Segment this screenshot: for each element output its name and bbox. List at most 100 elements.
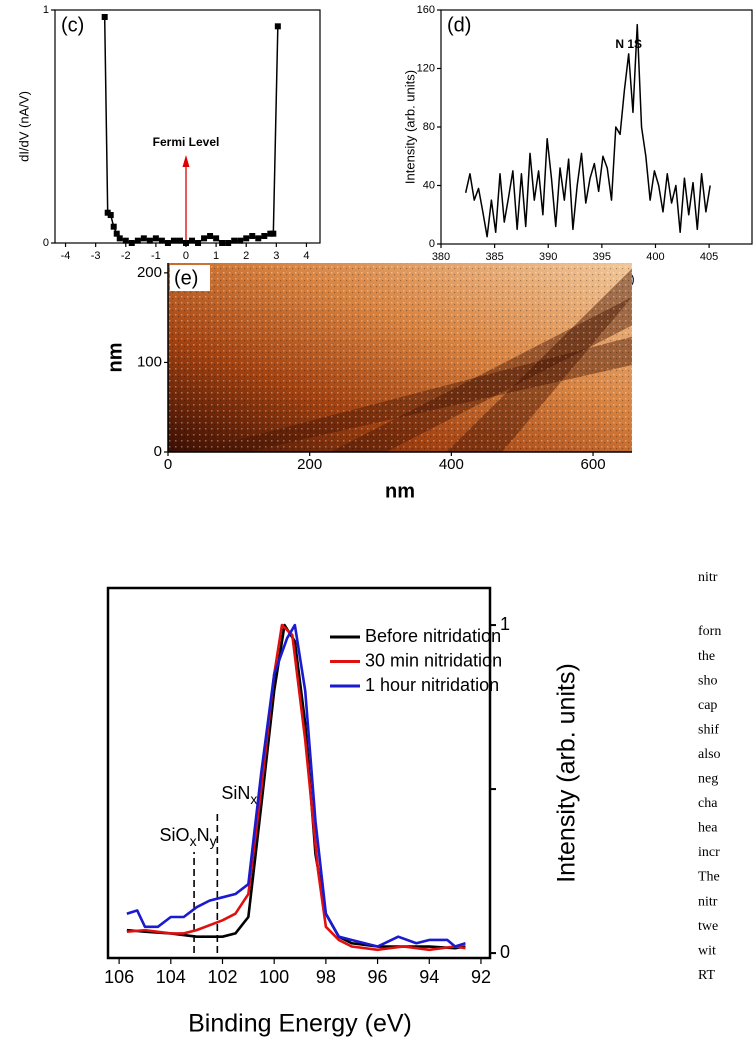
x-tick-label: 4	[303, 250, 309, 262]
body-text: RT	[698, 968, 715, 983]
data-point	[152, 235, 159, 242]
x-tick-label: -3	[91, 250, 101, 262]
data-point	[146, 237, 153, 244]
legend-label: Before nitridation	[365, 626, 501, 646]
x-tick-label: -4	[61, 250, 71, 262]
panel-label: (e)	[174, 267, 198, 289]
data-point	[104, 209, 111, 216]
body-text: The	[698, 870, 720, 885]
data-point	[207, 233, 214, 240]
body-text: incr	[698, 845, 720, 860]
x-tick-label: 100	[259, 967, 289, 987]
plot-frame	[106, 586, 492, 960]
series-line	[126, 623, 466, 948]
data-point	[261, 233, 268, 240]
annotation-sub: x	[190, 833, 197, 849]
x-axis-label: nm	[385, 480, 415, 502]
annotation-part: SiO	[160, 825, 190, 845]
y-tick-label: 0	[429, 238, 435, 250]
x-tick-label: 102	[207, 967, 237, 987]
chart-title: N 1S	[615, 37, 642, 51]
x-tick-label: 385	[485, 251, 503, 263]
data-point	[225, 240, 232, 246]
body-text: nitr	[698, 570, 718, 585]
x-tick-label: -2	[121, 250, 131, 262]
data-point	[255, 235, 262, 242]
annotation-part: N	[197, 825, 210, 845]
panel-label-box	[443, 12, 479, 38]
annotation: Fermi Level	[153, 135, 220, 149]
panel-label-box	[57, 12, 93, 38]
data-point	[201, 235, 208, 242]
data-point	[134, 237, 141, 244]
body-text: the	[698, 649, 715, 664]
x-tick-label: 400	[439, 456, 464, 473]
x-tick-label: 98	[316, 967, 336, 987]
data-point	[267, 230, 274, 237]
y-tick-label: 100	[137, 353, 162, 370]
x-tick-label: 390	[539, 251, 557, 263]
series-line	[126, 623, 466, 952]
annotation-part: SiN	[221, 783, 250, 803]
x-tick-label: 94	[419, 967, 439, 987]
y-tick-label: 0	[500, 942, 510, 962]
data-point	[113, 230, 120, 237]
y-tick-label: 0	[43, 237, 49, 249]
data-point	[231, 237, 238, 244]
y-axis-label: Intensity (arb. units)	[553, 663, 581, 883]
data-point	[189, 237, 196, 244]
y-tick-label: 0	[154, 443, 162, 460]
x-tick-label: 0	[164, 456, 172, 473]
data-point	[213, 235, 220, 242]
x-tick-label: 600	[581, 456, 606, 473]
body-text: nitr	[698, 894, 718, 909]
x-tick-label: 1	[213, 250, 219, 262]
annotation-sub: y	[210, 833, 217, 849]
x-tick-label: 92	[471, 967, 491, 987]
x-tick-label: 380	[432, 251, 450, 263]
legend-label: 1 hour nitridation	[365, 675, 499, 695]
data-point	[110, 223, 117, 230]
series-line	[103, 16, 279, 244]
x-tick-label: 106	[104, 967, 134, 987]
y-tick-label: 40	[423, 179, 435, 191]
stm-texture	[168, 263, 632, 452]
x-tick-label: -1	[151, 250, 161, 262]
data-point	[170, 237, 177, 244]
panel-label: (d)	[447, 14, 471, 36]
x-axis-label: Binding Energy (eV)	[188, 1010, 412, 1038]
data-point	[107, 212, 114, 219]
body-text: sho	[698, 673, 717, 688]
body-text: hea	[698, 821, 718, 836]
x-tick-label: 104	[156, 967, 186, 987]
x-tick-label: 395	[593, 251, 611, 263]
x-tick-label: 2	[243, 250, 249, 262]
y-tick-label: 160	[417, 4, 435, 16]
plot-frame	[54, 9, 321, 244]
legend-label: 30 min nitridation	[365, 650, 502, 670]
panel-label: (c)	[61, 14, 84, 36]
data-point	[274, 23, 281, 30]
data-point	[116, 235, 123, 242]
x-tick-label: 400	[646, 251, 664, 263]
data-point	[195, 240, 202, 246]
x-tick-label: 3	[273, 250, 279, 262]
body-text: twe	[698, 919, 718, 934]
data-point	[243, 235, 250, 242]
y-tick-label: 1	[500, 614, 510, 634]
data-point	[128, 240, 135, 246]
data-point	[270, 230, 277, 237]
annotation-sub: x	[250, 791, 257, 807]
y-tick-label: 1	[43, 4, 49, 16]
data-point	[101, 13, 108, 20]
x-tick-label: 0	[183, 250, 189, 262]
body-text: cap	[698, 698, 717, 713]
panel-label-box	[170, 265, 210, 291]
data-point	[176, 237, 183, 244]
body-text: also	[698, 747, 721, 762]
y-tick-label: 120	[417, 62, 435, 74]
data-point	[158, 237, 165, 244]
y-axis-label: nm	[104, 343, 126, 373]
annotation: SiOxNy	[160, 825, 217, 849]
series-line	[464, 23, 711, 238]
